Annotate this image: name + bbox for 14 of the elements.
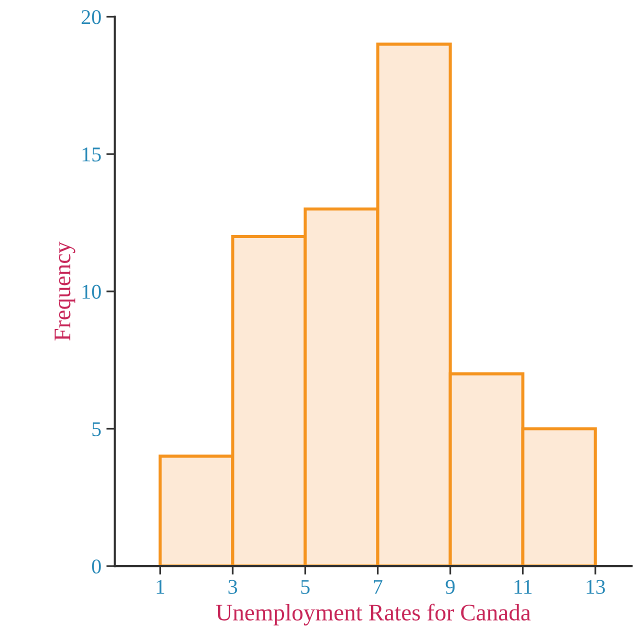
x-tick-label: 7 — [374, 580, 382, 594]
x-tick-label: 13 — [586, 580, 605, 594]
x-axis-title: Unemployment Rates for Canada — [216, 604, 531, 626]
x-tick-label: 3 — [228, 580, 238, 594]
y-tick-label: 10 — [82, 284, 101, 299]
x-tick-label: 9 — [446, 580, 455, 594]
x-tick-label: 11 — [514, 580, 532, 594]
y-tick-label: 0 — [92, 559, 101, 574]
y-tick-label: 5 — [92, 422, 101, 436]
y-tick-label: 20 — [82, 10, 101, 24]
x-tick-label: 1 — [156, 580, 164, 594]
x-tick-label: 5 — [301, 580, 310, 594]
y-axis-title: Frequency — [54, 242, 76, 341]
y-tick-label: 15 — [82, 148, 101, 162]
